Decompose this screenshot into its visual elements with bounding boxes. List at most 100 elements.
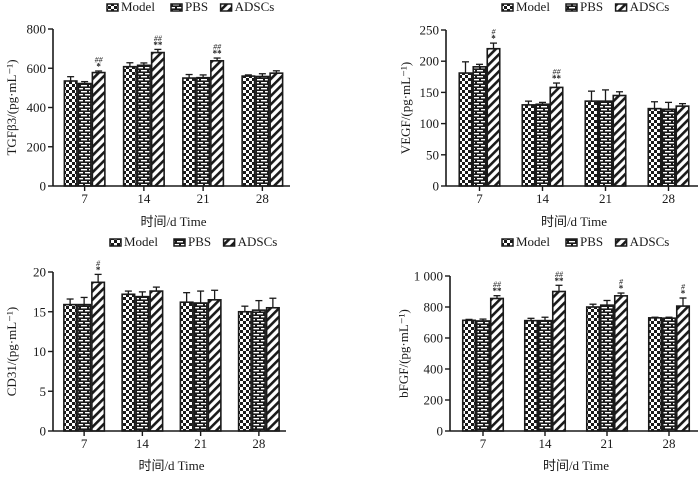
bar-pbs-day-7 (475, 320, 491, 432)
bar-adscs-day-14 (149, 290, 164, 432)
legend-label-pbs: PBS (580, 234, 603, 249)
y-tick-label: 1 000 (414, 269, 443, 284)
bar-adscs-day-7 (91, 281, 106, 432)
axes: 0 200 400 600 800 7 14 21 28 (27, 22, 290, 206)
bar-model-day-7 (461, 319, 477, 432)
bar-model-day-7 (63, 303, 78, 432)
y-tick-label: 15 (33, 304, 46, 319)
legend-swatch-pbs (173, 238, 186, 247)
bar-pbs-day-14 (535, 103, 550, 187)
axes: 0 50 100 150 200 250 7 14 21 28 (420, 23, 698, 206)
legend-label-adscs: ADSCs (630, 0, 670, 14)
y-tick-label: 250 (420, 23, 440, 38)
legend-label-adscs: ADSCs (235, 0, 275, 14)
bar-adscs-day-14 (551, 290, 567, 432)
significance-stars: * (491, 34, 496, 44)
bar-pbs-day-28 (661, 317, 677, 432)
bar-pbs-day-7 (77, 303, 92, 432)
x-tick-label: 14 (136, 436, 150, 451)
legend-swatch-adscs (219, 3, 233, 12)
y-tick-label: 50 (426, 147, 439, 162)
significance-hashes: ## (213, 43, 222, 52)
significance-stars: ** (493, 286, 503, 296)
significance-stars: * (96, 265, 101, 275)
significance-stars: ** (555, 276, 565, 286)
panel-cd31: Model PBS ADSCs *# 0 5 10 15 20 7 14 21 28 CD31/(p… (4, 234, 286, 473)
significance-stars: ** (153, 40, 163, 50)
y-tick-label: 0 (437, 424, 444, 439)
legend: Model PBS ADSCs (501, 0, 670, 14)
bar-adscs-day-28 (675, 305, 691, 432)
y-axis-label: TGFβ3/(pg·mL⁻¹) (4, 59, 19, 155)
x-tick-label: 21 (601, 436, 614, 451)
y-tick-label: 200 (27, 139, 47, 154)
legend-label-model: Model (516, 234, 550, 249)
significance-hashes: ## (95, 55, 104, 64)
x-tick-label: 14 (536, 191, 550, 206)
significance-stars: * (619, 284, 624, 294)
bar-adscs-day-14 (150, 51, 165, 187)
bar-adscs-day-7 (91, 71, 106, 187)
bar-adscs-day-21 (207, 299, 222, 432)
y-tick-label: 600 (27, 61, 47, 76)
x-tick-label: 28 (662, 191, 675, 206)
legend-label-pbs: PBS (580, 0, 603, 14)
bar-model-day-7 (63, 80, 78, 187)
x-tick-label: 21 (599, 191, 612, 206)
significance-stars: ** (213, 49, 223, 59)
x-tick-label: 14 (539, 436, 553, 451)
bars: **## **##*#*# (461, 270, 691, 432)
bar-adscs-day-28 (265, 306, 280, 432)
legend-swatch-pbs (170, 3, 183, 12)
bar-adscs-day-7 (486, 47, 501, 187)
significance-stars: * (681, 289, 686, 299)
legend-label-adscs: ADSCs (238, 234, 278, 249)
bar-model-day-21 (179, 301, 194, 432)
bar-pbs-day-28 (255, 75, 270, 187)
x-tick-label: 28 (252, 436, 265, 451)
x-tick-label: 7 (81, 191, 88, 206)
bar-pbs-day-7 (472, 66, 487, 187)
x-tick-label: 7 (81, 436, 88, 451)
significance-stars: * (96, 61, 101, 71)
bar-model-day-28 (647, 317, 663, 432)
y-tick-label: 800 (424, 300, 444, 315)
y-axis-label: CD31/(pg·mL⁻¹) (4, 307, 19, 396)
bar-pbs-day-21 (599, 304, 615, 432)
significance-stars: ** (552, 74, 562, 84)
legend-swatch-model (501, 238, 514, 247)
bar-model-day-14 (523, 319, 539, 432)
legend-label-model: Model (121, 0, 155, 14)
bar-pbs-day-14 (136, 64, 151, 187)
bar-model-day-14 (122, 65, 137, 187)
bar-model-day-7 (458, 72, 473, 187)
bar-pbs-day-7 (77, 82, 92, 187)
y-tick-label: 0 (433, 179, 440, 194)
significance-hashes: # (96, 259, 101, 268)
bar-adscs-day-7 (489, 297, 505, 432)
legend-swatch-pbs (565, 238, 578, 247)
bar-pbs-day-28 (251, 309, 266, 432)
axes: 0 5 10 15 20 7 14 21 28 (33, 265, 286, 451)
bar-pbs-day-14 (537, 319, 553, 432)
y-tick-label: 0 (40, 179, 47, 194)
bar-model-day-28 (241, 75, 256, 187)
bar-pbs-day-21 (598, 100, 613, 187)
x-tick-label: 28 (663, 436, 676, 451)
y-tick-label: 400 (27, 100, 47, 115)
x-axis-label: 时间/d Time (541, 214, 607, 229)
y-tick-label: 800 (27, 22, 47, 37)
bar-model-day-21 (584, 100, 599, 187)
bars: *##**##**## (63, 34, 284, 187)
bar-adscs-day-28 (269, 72, 284, 187)
bar-model-day-14 (121, 293, 136, 432)
legend-swatch-pbs (565, 3, 578, 12)
bars: *# **## (458, 28, 690, 187)
y-axis-label: bFGF/(pg·mL⁻¹) (396, 309, 411, 398)
legend-label-pbs: PBS (185, 0, 208, 14)
y-tick-label: 150 (420, 85, 440, 100)
legend-swatch-model (106, 3, 119, 12)
panel-tgfb3: Model PBS ADSCs *##**##**## 0 200 400 600 800 7… (4, 0, 290, 229)
bar-model-day-21 (182, 77, 197, 187)
